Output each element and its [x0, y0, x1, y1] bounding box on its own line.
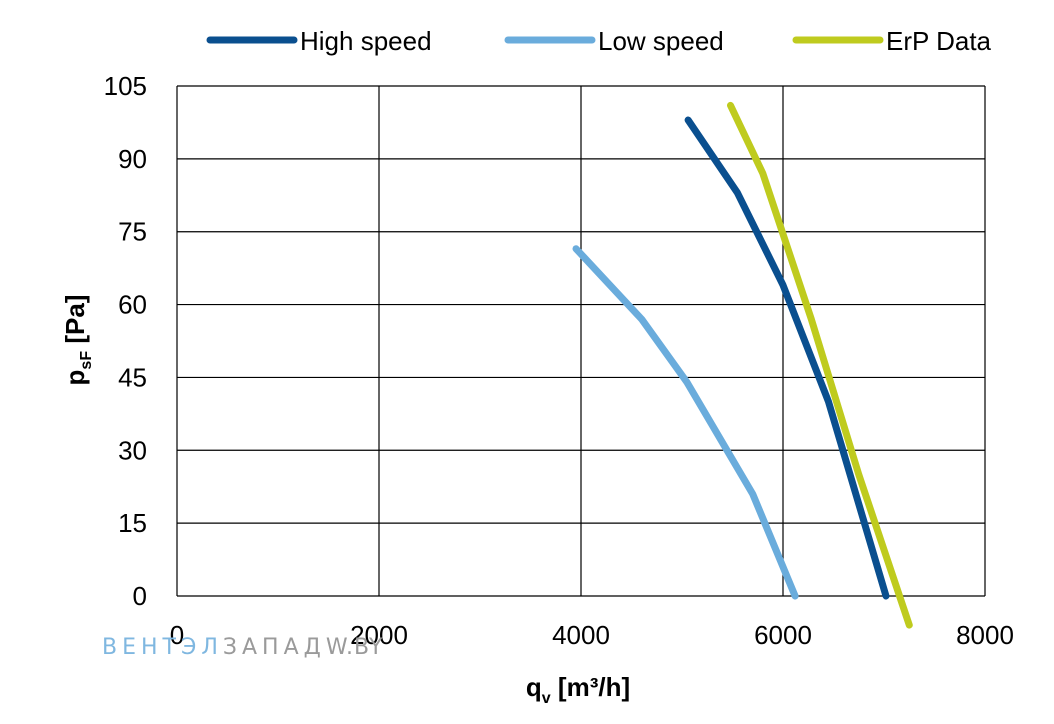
- y-tick-labels: 0 15 30 45 60 75 90 105: [104, 71, 147, 611]
- x-tick-label: 8000: [956, 620, 1014, 650]
- legend-label-high-speed: High speed: [300, 26, 432, 56]
- x-axis-title: qv [m³/h]: [526, 672, 630, 707]
- series-line-erp-data: [727, 101, 913, 629]
- x-tick-label: 6000: [754, 620, 812, 650]
- series-line-high-speed: [684, 116, 890, 600]
- x-axis-title-sub: v: [542, 690, 551, 707]
- y-axis-title: psF [Pa]: [60, 295, 95, 386]
- watermark-part-2: ЭЛ: [181, 635, 223, 660]
- watermark-part-1: ВЕНТ: [102, 635, 181, 660]
- grid-lines: [176, 85, 986, 597]
- y-tick-label: 90: [118, 144, 147, 174]
- y-axis-title-rest: [Pa]: [60, 295, 90, 351]
- legend: High speed Low speed ErP Data: [206, 26, 992, 56]
- watermark-part-4: W.BY: [326, 635, 384, 660]
- y-tick-label: 15: [118, 508, 147, 538]
- y-tick-label: 0: [133, 581, 147, 611]
- y-axis-title-main: p: [60, 370, 90, 386]
- series-line-low-speed: [572, 245, 799, 600]
- legend-label-low-speed: Low speed: [598, 26, 724, 56]
- y-tick-label: 30: [118, 435, 147, 465]
- series-lines: [572, 101, 913, 629]
- y-tick-label: 105: [104, 71, 147, 101]
- x-axis-title-main: q: [526, 672, 542, 702]
- watermark-part-3: ЗАПАД: [223, 635, 326, 660]
- x-tick-label: 0: [170, 620, 184, 650]
- watermark-logo: ВЕНТЭЛЗАПАДW.BY: [102, 635, 383, 660]
- x-axis-title-rest: [m³/h]: [551, 672, 630, 702]
- legend-label-erp-data: ErP Data: [886, 26, 992, 56]
- y-tick-label: 45: [118, 362, 147, 392]
- x-tick-label: 4000: [552, 620, 610, 650]
- x-tick-labels: 0 2000 4000 6000 8000: [170, 620, 1014, 650]
- x-tick-label: 2000: [350, 620, 408, 650]
- y-tick-label: 75: [118, 217, 147, 247]
- y-axis-title-sub: sF: [78, 351, 95, 370]
- y-tick-label: 60: [118, 290, 147, 320]
